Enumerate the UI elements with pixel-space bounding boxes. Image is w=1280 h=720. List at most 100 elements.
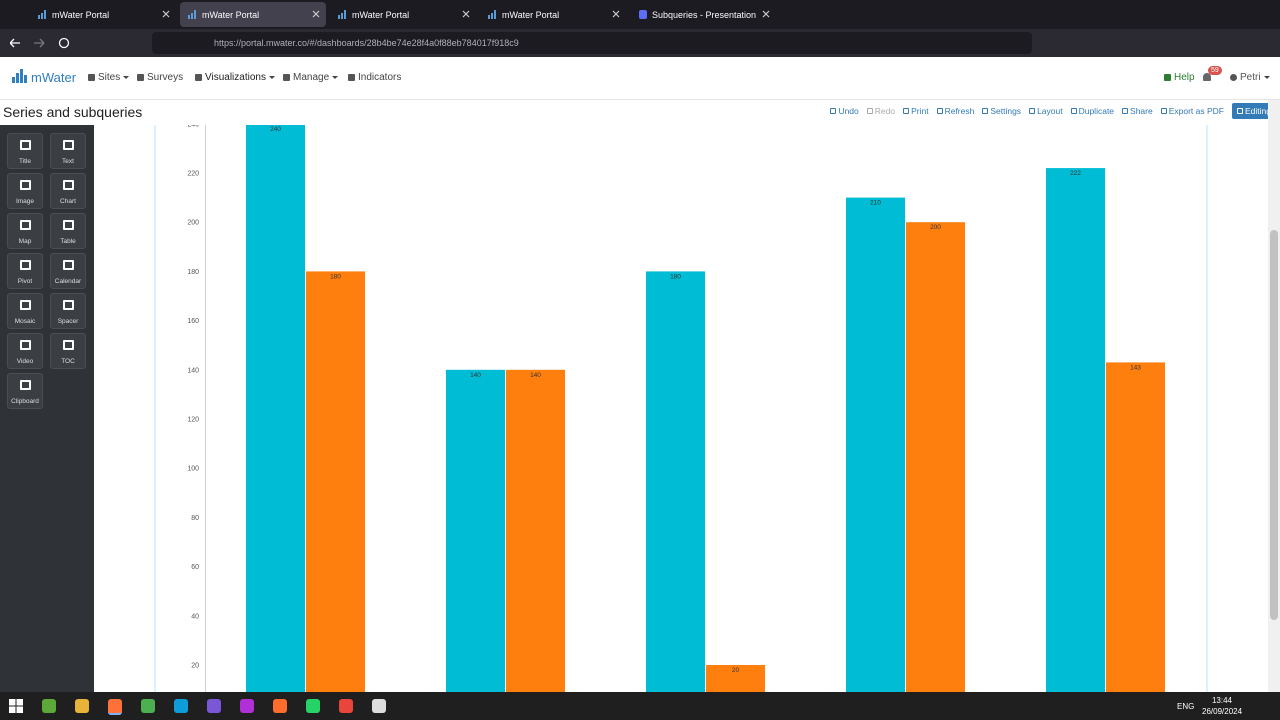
tab-close[interactable] xyxy=(762,10,770,18)
action-label: Refresh xyxy=(944,106,975,116)
tab-icon xyxy=(188,10,196,19)
user-menu[interactable]: Petri xyxy=(1230,72,1270,83)
toolbar-action[interactable]: Settings xyxy=(982,106,1021,116)
action-icon xyxy=(1160,108,1167,114)
action-label: Duplicate xyxy=(1078,106,1115,116)
widget-button[interactable]: Image xyxy=(7,173,43,209)
widget-button[interactable]: Table xyxy=(50,213,86,249)
toolbar-action[interactable]: Share xyxy=(1122,106,1153,116)
nav-buttons[interactable] xyxy=(10,37,70,49)
scroll-thumb[interactable] xyxy=(1270,230,1278,620)
icon-bar xyxy=(38,15,40,19)
widget-icon xyxy=(20,260,31,270)
nav-menu[interactable]: Manage xyxy=(283,72,339,83)
widget-button[interactable]: Pivot xyxy=(7,253,43,289)
widget-button[interactable]: Map xyxy=(7,213,43,249)
widget-label: Table xyxy=(60,238,76,245)
tab-title: mWater Portal xyxy=(352,9,410,20)
widget-label: Video xyxy=(16,358,34,365)
taskbar-app[interactable] xyxy=(42,699,56,713)
widget-button[interactable]: Title xyxy=(7,133,43,169)
browser-tab[interactable]: Subqueries - Presentation xyxy=(630,2,776,27)
start-tile xyxy=(9,699,16,706)
nav-menu[interactable]: Indicators xyxy=(348,72,401,83)
menu-label: Surveys xyxy=(147,72,184,83)
widget-button[interactable]: TOC xyxy=(50,333,86,369)
language[interactable]: ENG xyxy=(1177,702,1195,711)
brand[interactable]: mWater xyxy=(31,70,77,85)
tab-close[interactable] xyxy=(162,10,170,18)
toolbar-action[interactable]: Print xyxy=(903,106,929,116)
taskbar-app[interactable] xyxy=(306,699,320,713)
widget-icon xyxy=(63,300,74,310)
taskbar-app[interactable] xyxy=(372,699,386,713)
action-icon xyxy=(1029,108,1036,114)
tab-close[interactable] xyxy=(462,10,470,18)
help-link[interactable]: Help xyxy=(1164,72,1195,83)
nav-menu[interactable]: Visualizations xyxy=(195,72,275,83)
toolbar-action[interactable]: Layout xyxy=(1029,106,1063,116)
widget-label: Spacer xyxy=(57,318,79,325)
menu-caret xyxy=(123,76,130,79)
tab-title: Subqueries - Presentation xyxy=(652,9,757,20)
bell[interactable] xyxy=(1203,73,1211,81)
widget-button[interactable]: Video xyxy=(7,333,43,369)
toolbar-action[interactable]: Editing xyxy=(1232,103,1276,119)
widget-icon xyxy=(20,380,31,390)
taskbar-app[interactable] xyxy=(141,699,155,713)
widget-icon xyxy=(63,140,74,150)
icon-bar xyxy=(191,13,193,19)
action-label: Undo xyxy=(838,106,859,116)
clock[interactable]: 13:44 26/09/2024 xyxy=(1202,696,1242,716)
widget-button[interactable]: Calendar xyxy=(50,253,86,289)
nav-menu[interactable]: Sites xyxy=(88,72,130,83)
widget-button[interactable]: Clipboard xyxy=(7,373,43,409)
menu-label: Sites xyxy=(98,72,121,83)
icon-bar xyxy=(344,10,346,19)
scrollbar[interactable] xyxy=(1268,100,1280,692)
toolbar-action[interactable]: Refresh xyxy=(936,106,975,116)
y-tick-label: 60 xyxy=(191,564,199,571)
taskbar-app[interactable] xyxy=(339,699,353,713)
bar xyxy=(1046,168,1105,692)
nav-menu[interactable]: Surveys xyxy=(137,72,183,83)
toolbar-action[interactable]: Duplicate xyxy=(1070,106,1115,116)
icon-bar xyxy=(494,10,496,19)
menu-icon xyxy=(88,74,95,81)
icon-bar xyxy=(488,15,490,19)
browser-tab[interactable]: mWater Portal xyxy=(180,2,326,27)
menu-caret xyxy=(268,76,275,79)
bar xyxy=(446,369,505,692)
tab-close[interactable] xyxy=(312,10,320,18)
widget-label: Image xyxy=(15,198,35,205)
widget-button[interactable]: Mosaic xyxy=(7,293,43,329)
toolbar-action[interactable]: Export as PDF xyxy=(1160,106,1224,116)
tab-close[interactable] xyxy=(612,10,620,18)
menu-label: Indicators xyxy=(358,72,402,83)
url-field[interactable]: https://portal.mwater.co/#/dashboards/28… xyxy=(152,32,1032,54)
toolbar-action[interactable]: Undo xyxy=(830,106,859,116)
menu-label: Visualizations xyxy=(205,72,266,83)
action-icon xyxy=(1122,108,1129,114)
widget-label: Title xyxy=(18,158,32,165)
y-tick-label: 120 xyxy=(187,417,199,424)
taskbar-app[interactable] xyxy=(240,699,254,713)
y-tick-label: 160 xyxy=(187,318,199,325)
widget-button[interactable]: Text xyxy=(50,133,86,169)
icon-bar xyxy=(341,13,343,19)
taskbar-app[interactable] xyxy=(75,699,89,713)
taskbar-app[interactable] xyxy=(174,699,188,713)
browser-tab[interactable]: mWater Portal xyxy=(30,2,176,27)
widget-button[interactable]: Spacer xyxy=(50,293,86,329)
widget-button[interactable]: Chart xyxy=(50,173,86,209)
help-text: Help xyxy=(1174,72,1195,83)
start-button[interactable] xyxy=(9,699,23,713)
start-tile xyxy=(16,699,23,706)
taskbar-app[interactable] xyxy=(108,699,122,715)
taskbar-app[interactable] xyxy=(273,699,287,713)
icon-bar xyxy=(194,10,196,19)
taskbar-app[interactable] xyxy=(207,699,221,713)
browser-tab[interactable]: mWater Portal xyxy=(330,2,476,27)
browser-tab[interactable]: mWater Portal xyxy=(480,2,626,27)
